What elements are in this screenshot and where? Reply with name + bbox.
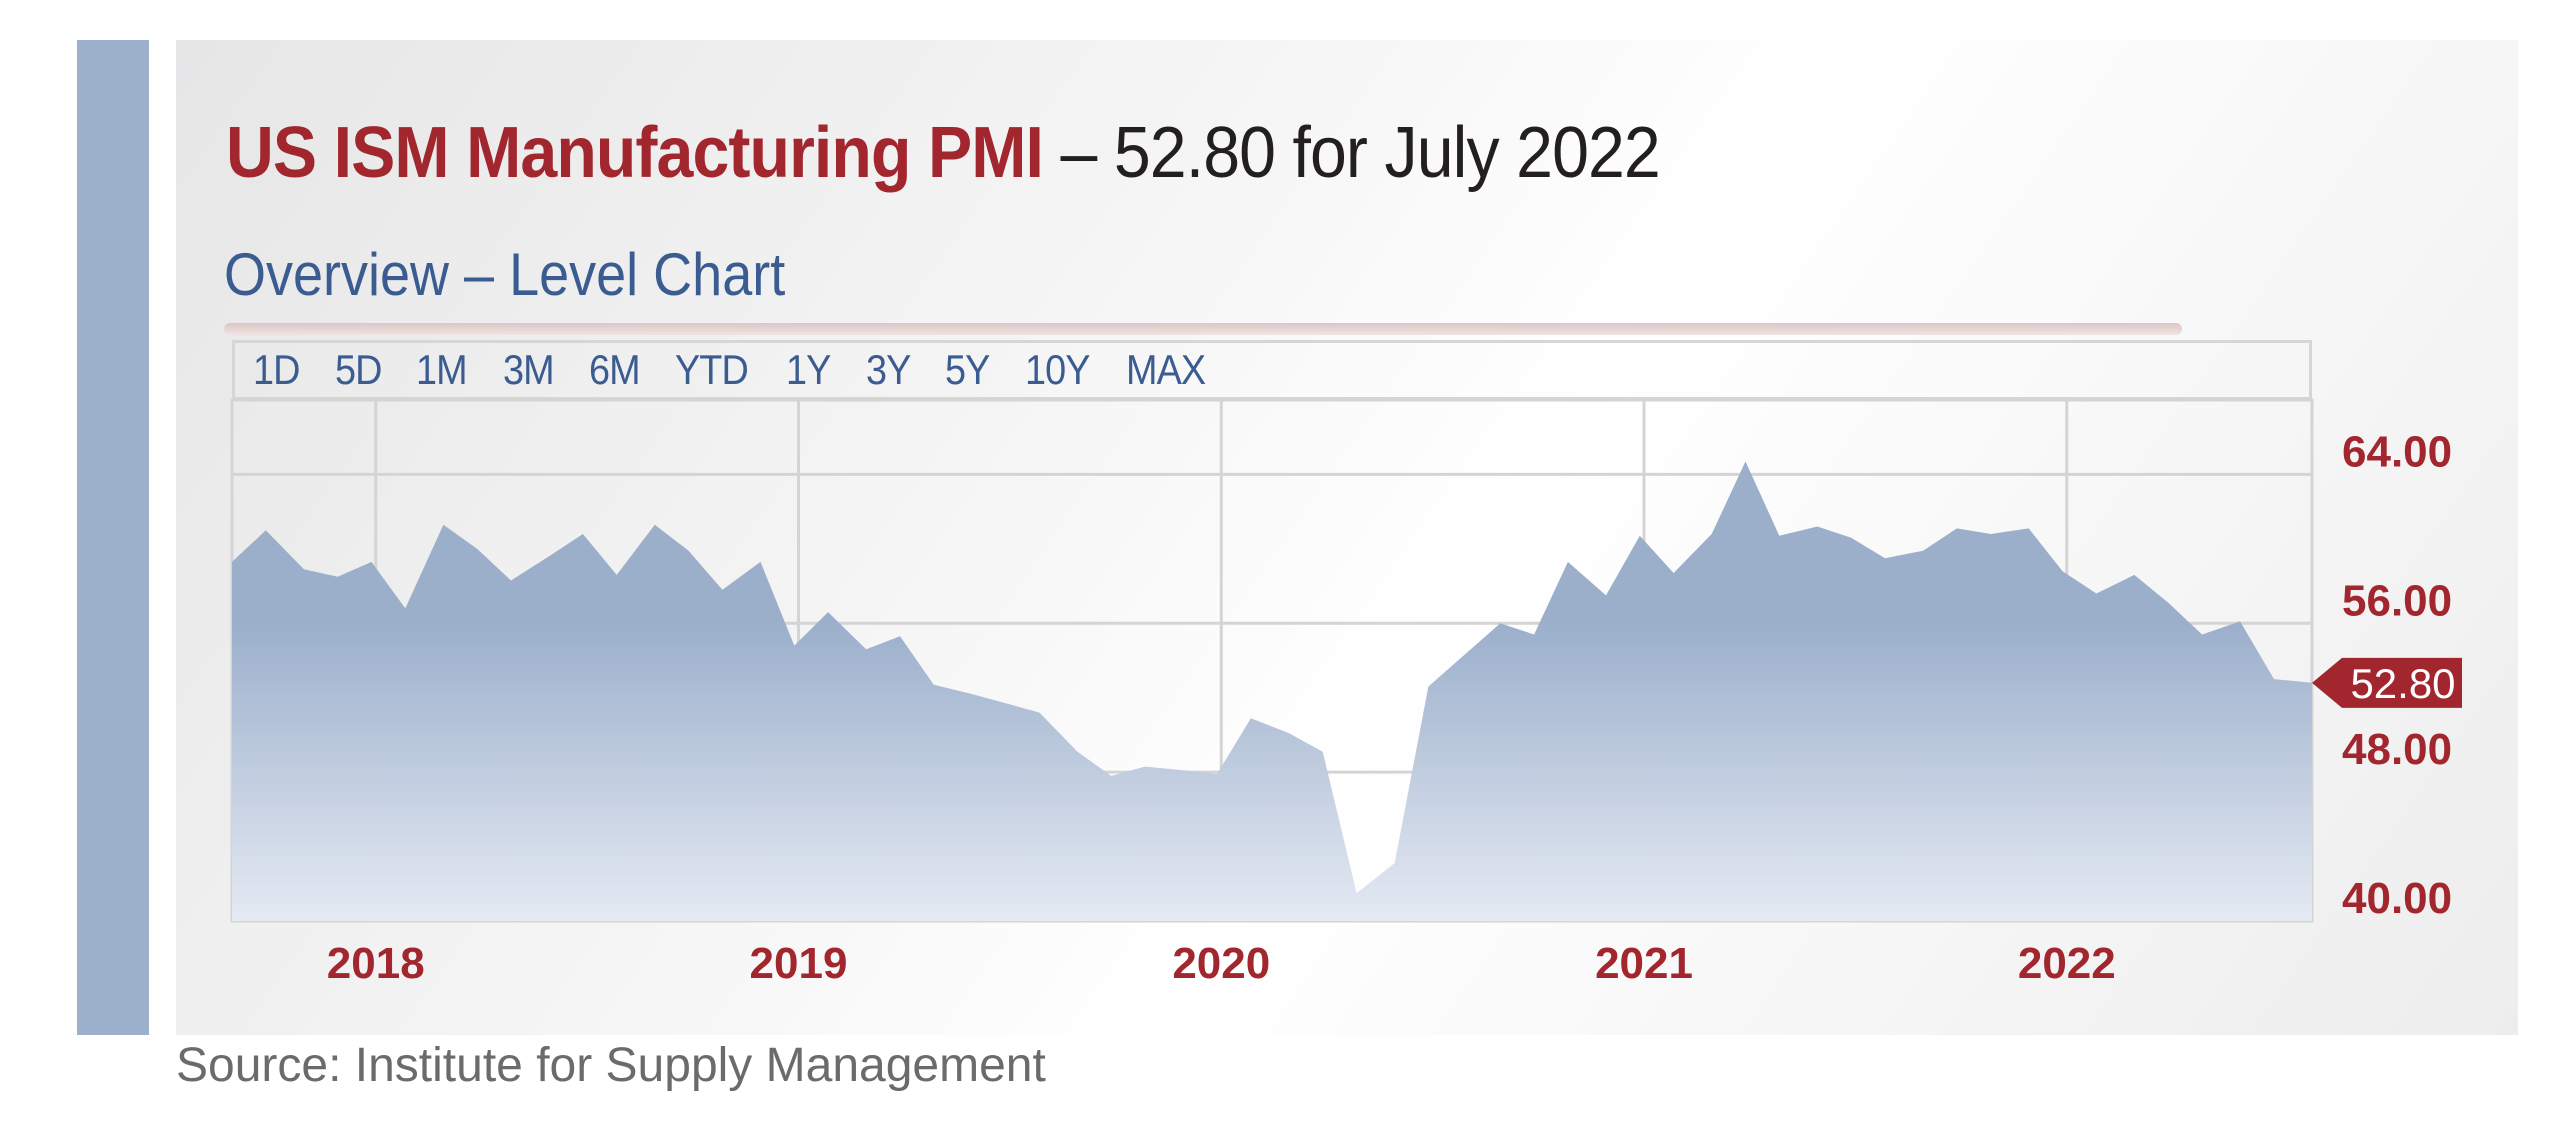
x-axis-ticks: 2018 2019 2020 2021 2022 bbox=[327, 939, 2116, 988]
accent-bar bbox=[77, 40, 149, 1035]
x-tick-label-2021: 2021 bbox=[1595, 939, 1693, 988]
range-button-ytd[interactable]: YTD bbox=[675, 346, 749, 393]
chart-subtitle: Overview – Level Chart bbox=[224, 241, 786, 308]
x-tick-label-2018: 2018 bbox=[327, 939, 425, 988]
range-button-10y[interactable]: 10Y bbox=[1024, 346, 1090, 393]
range-button-max[interactable]: MAX bbox=[1126, 346, 1206, 393]
series-area bbox=[232, 461, 2312, 921]
range-button-3m[interactable]: 3M bbox=[502, 346, 555, 393]
y-axis-ticks: 40.00 48.00 56.00 64.00 bbox=[2342, 427, 2452, 923]
last-value-label: 52.80 bbox=[2350, 660, 2455, 707]
x-tick-label-2020: 2020 bbox=[1172, 939, 1270, 988]
range-button-3y[interactable]: 3Y bbox=[865, 346, 911, 393]
title-divider bbox=[224, 323, 2182, 335]
y-tick-label: 48.00 bbox=[2342, 725, 2452, 774]
range-button-5d[interactable]: 5D bbox=[334, 346, 382, 393]
source-note: Source: Institute for Supply Management bbox=[176, 1039, 1046, 1092]
page-title: US ISM Manufacturing PMI – 52.80 for Jul… bbox=[226, 108, 1661, 198]
title-value: – 52.80 for July 2022 bbox=[1042, 113, 1660, 193]
y-tick-label: 64.00 bbox=[2342, 427, 2452, 476]
x-tick-label-2019: 2019 bbox=[750, 939, 848, 988]
last-value-marker: 52.80 bbox=[2312, 657, 2462, 708]
x-tick-label-2022: 2022 bbox=[2018, 939, 2116, 988]
last-value-flag bbox=[2312, 657, 2462, 708]
y-tick-label: 56.00 bbox=[2342, 576, 2452, 625]
range-button-1d[interactable]: 1D bbox=[253, 346, 300, 393]
range-button-1y[interactable]: 1Y bbox=[786, 346, 831, 393]
range-button-6m[interactable]: 6M bbox=[589, 346, 641, 393]
y-tick-label: 40.00 bbox=[2342, 874, 2452, 923]
range-button-5y[interactable]: 5Y bbox=[945, 346, 990, 393]
title-main: US ISM Manufacturing PMI bbox=[226, 113, 1044, 193]
range-button-1m[interactable]: 1M bbox=[416, 346, 468, 393]
